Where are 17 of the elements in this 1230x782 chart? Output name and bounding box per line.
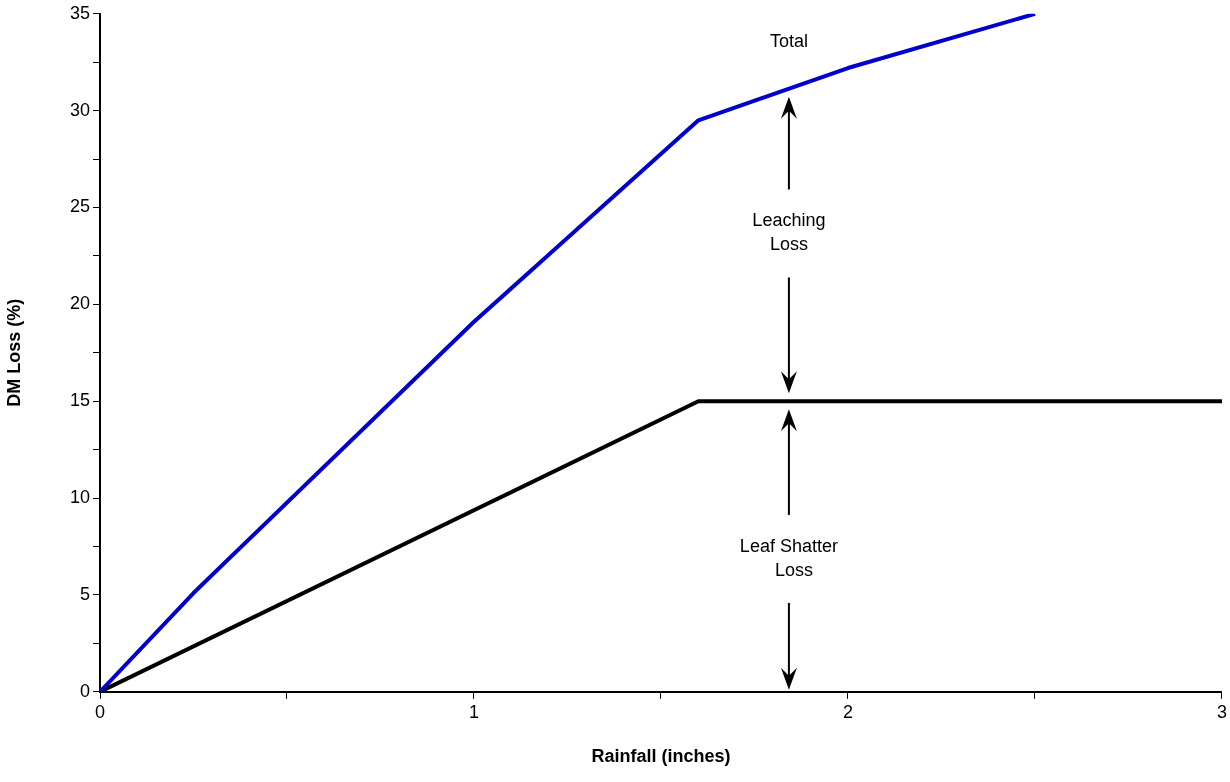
x-tick-label: 1 bbox=[468, 701, 480, 722]
x-tick-label: 3 bbox=[1216, 701, 1227, 722]
x-tick-label: 0 bbox=[94, 701, 106, 722]
y-tick-label: 35 bbox=[69, 2, 90, 23]
y-tick-label: 25 bbox=[69, 196, 90, 217]
annotation: Total bbox=[769, 31, 808, 52]
y-axis-title: DM Loss (%) bbox=[3, 298, 24, 407]
y-tick-label: 5 bbox=[79, 583, 90, 604]
x-tick-label: 2 bbox=[842, 701, 853, 722]
x-axis-title: Rainfall (inches) bbox=[591, 746, 731, 767]
annotation: Leaf Shatter Loss bbox=[739, 535, 838, 580]
y-tick-label: 20 bbox=[69, 293, 90, 314]
y-tick-label: 30 bbox=[69, 99, 90, 120]
y-tick-label: 0 bbox=[79, 680, 90, 701]
y-tick-label: 15 bbox=[69, 390, 90, 411]
y-tick-label: 10 bbox=[69, 487, 90, 508]
annotation: Leaching Loss bbox=[752, 210, 826, 255]
